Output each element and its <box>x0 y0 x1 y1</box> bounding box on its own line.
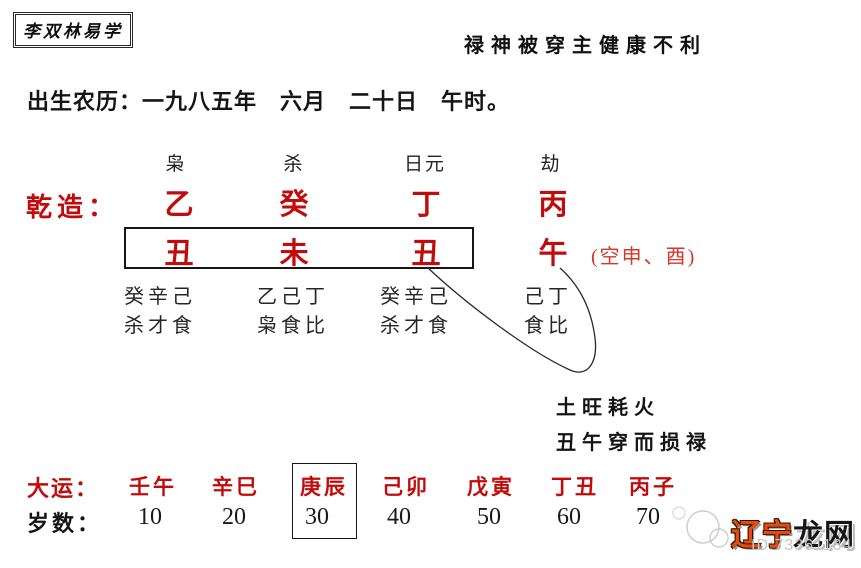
pillar-god-hour: 劫 <box>540 154 562 175</box>
pillar-god-day: 日元 <box>403 154 446 175</box>
luck-pillar-2: 辛巳 <box>212 475 260 499</box>
pillar-god-month: 杀 <box>283 154 305 175</box>
age-value-5: 50 <box>477 504 501 530</box>
hidden-gods-year: 杀才食 <box>124 315 196 337</box>
watermark-id: ID:73361134 <box>751 537 853 554</box>
age-value-2: 20 <box>222 504 246 530</box>
luck-pillar-1: 壬午 <box>129 475 177 499</box>
hidden-stems-day: 癸辛己 <box>380 286 452 308</box>
chart-type-label: 乾造： <box>26 193 120 222</box>
age-row-label: 岁数： <box>27 511 103 536</box>
hidden-gods-month: 枭食比 <box>257 315 329 337</box>
void-note: (空申、酉) <box>591 246 697 268</box>
hidden-gods-day: 杀才食 <box>380 315 452 337</box>
luck-pillar-3: 庚辰 <box>300 475 348 499</box>
hidden-gods-hour: 食比 <box>524 315 572 337</box>
luck-pillar-6: 丁丑 <box>551 475 599 499</box>
analysis-line-2: 丑午穿而损禄 <box>556 432 712 454</box>
age-value-6: 60 <box>557 504 581 530</box>
branch-highlight-box <box>124 227 474 269</box>
watermark-brand-red: 辽宁 <box>731 519 793 552</box>
age-value-3: 30 <box>305 504 329 530</box>
pillar-branch-month: 未 <box>279 238 309 270</box>
age-value-1: 10 <box>138 504 162 530</box>
age-value-7: 70 <box>636 504 660 530</box>
pillar-stem-month: 癸 <box>279 189 309 221</box>
hidden-stems-year: 癸辛己 <box>124 286 196 308</box>
hidden-stems-hour: 己丁 <box>524 286 572 308</box>
luck-pillar-7: 丙子 <box>629 475 677 499</box>
luck-pillar-4: 己卯 <box>382 475 430 499</box>
hidden-stems-month: 乙己丁 <box>257 286 329 308</box>
luck-pillar-5: 戊寅 <box>467 475 515 499</box>
headline-note: 禄神被穿主健康不利 <box>464 35 707 57</box>
watermark-brand-black: 龙网 <box>793 519 855 552</box>
pillar-stem-year: 乙 <box>164 189 194 221</box>
pillar-branch-hour: 午 <box>538 238 568 270</box>
pillar-branch-day: 丑 <box>411 238 441 270</box>
brand-logo: 李双林易学 <box>13 12 133 48</box>
birth-date-line: 出生农历：一九八五年 六月 二十日 午时。 <box>27 89 511 114</box>
age-value-4: 40 <box>387 504 411 530</box>
pillar-god-year: 枭 <box>165 154 187 175</box>
analysis-line-1: 土旺耗火 <box>556 397 660 419</box>
luck-cycle-label: 大运： <box>27 476 100 501</box>
brand-logo-text: 李双林易学 <box>15 14 131 46</box>
pillar-stem-day: 丁 <box>411 189 441 221</box>
watermark-brand: 辽宁龙网 <box>731 510 855 554</box>
pillar-stem-hour: 丙 <box>538 189 568 221</box>
luck-highlight-box <box>292 463 357 539</box>
pillar-branch-year: 丑 <box>164 238 194 270</box>
